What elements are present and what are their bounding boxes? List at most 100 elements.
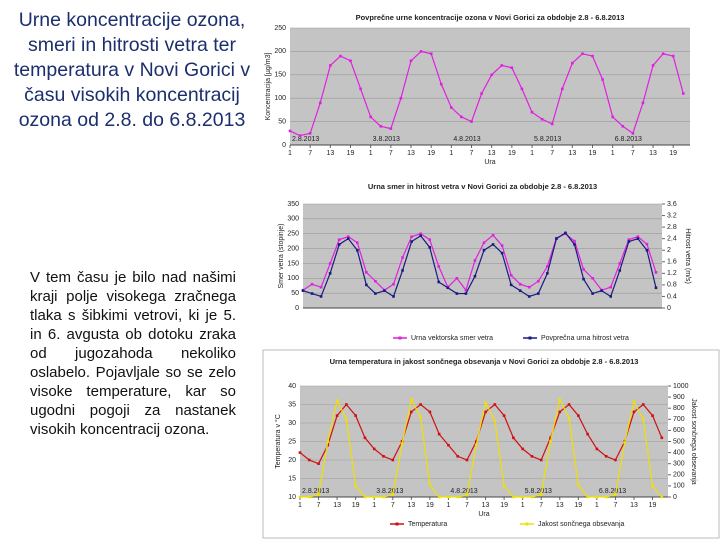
point	[310, 282, 314, 286]
point	[595, 495, 599, 499]
point	[546, 265, 549, 268]
point	[389, 127, 393, 130]
point	[618, 269, 622, 272]
y-tick-label: 150	[274, 72, 286, 79]
x-tick-label: 1	[595, 502, 599, 509]
x-tick-label: 19	[500, 502, 508, 509]
y2-tick-label: 700	[673, 416, 685, 423]
point	[530, 110, 534, 114]
point	[437, 495, 441, 499]
x-tick-label: 13	[488, 150, 496, 157]
slide-title: Urne koncentracije ozona, smeri in hitro…	[13, 9, 251, 131]
x-tick-label: 13	[407, 502, 415, 509]
series-line	[300, 397, 663, 498]
point	[509, 274, 513, 277]
x-tick-label: 1	[449, 150, 453, 157]
point	[558, 398, 562, 401]
point	[326, 443, 330, 447]
point	[329, 64, 332, 67]
point	[582, 268, 585, 271]
y-axis-label: Koncentracija [µg/m3]	[265, 53, 272, 121]
point	[539, 493, 543, 497]
date-label: 5.8.2013	[525, 488, 552, 495]
date-label: 4.8.2013	[453, 136, 480, 143]
y-tick-label: 25	[288, 438, 296, 445]
point	[600, 289, 603, 292]
point	[641, 101, 645, 105]
y-tick-label: 100	[287, 275, 299, 282]
point	[654, 271, 658, 274]
point	[510, 66, 514, 70]
point	[560, 87, 564, 91]
x-tick-label: 19	[508, 150, 516, 157]
plot-area	[290, 28, 690, 145]
y2-tick-label: 3.6	[667, 201, 677, 208]
point	[482, 241, 486, 244]
point	[470, 120, 473, 123]
chart-title: Povprečne urne koncentracije ozona v Nov…	[356, 13, 625, 22]
y-tick-label: 20	[288, 457, 296, 464]
y2-tick-label: 1.2	[667, 270, 677, 277]
point	[288, 129, 292, 133]
x-tick-label: 13	[556, 502, 564, 509]
point	[509, 283, 513, 287]
y-tick-label: 250	[287, 231, 299, 238]
point	[399, 96, 403, 100]
y2-tick-label: 200	[673, 472, 685, 479]
date-label: 4.8.2013	[450, 488, 477, 495]
point	[419, 415, 422, 419]
date-label: 6.8.2013	[615, 136, 642, 143]
point	[591, 292, 594, 295]
point	[641, 403, 645, 406]
y-tick-label: 35	[288, 401, 296, 408]
point	[356, 248, 359, 252]
point	[346, 235, 350, 238]
legend-label: Urna vektorska smer vetra	[411, 335, 493, 342]
slide-body: V tem času je bilo nad našimi kraji polj…	[30, 269, 236, 438]
point	[298, 495, 302, 499]
y-tick-label: 200	[287, 245, 299, 252]
point	[319, 285, 323, 289]
point	[345, 418, 348, 421]
point	[641, 418, 645, 421]
point	[335, 399, 339, 402]
y2-tick-label: 0.4	[667, 293, 677, 300]
point	[555, 237, 558, 240]
point	[614, 458, 617, 462]
point	[632, 410, 636, 414]
point	[631, 132, 635, 135]
point	[573, 239, 576, 243]
point	[660, 495, 664, 499]
x-tick-label: 19	[427, 150, 435, 157]
point	[465, 494, 469, 497]
point	[474, 443, 478, 447]
point	[419, 234, 422, 238]
y2-tick-label: 2.4	[667, 236, 677, 243]
date-label: 6.8.2013	[599, 488, 626, 495]
point	[317, 462, 320, 465]
point	[567, 416, 571, 420]
y-tick-label: 250	[274, 25, 286, 32]
point	[450, 106, 453, 109]
x-axis-label: Ura	[484, 159, 495, 166]
point	[464, 288, 468, 292]
point	[611, 115, 614, 119]
point	[298, 134, 302, 137]
date-label: 2.8.2013	[302, 488, 329, 495]
y2-tick-label: 900	[673, 394, 685, 401]
legend-label: Temperatura	[408, 521, 447, 528]
x-tick-label: 1	[611, 150, 615, 157]
point	[609, 285, 613, 289]
point	[410, 398, 413, 401]
point	[328, 272, 332, 275]
point	[604, 495, 608, 499]
point	[307, 458, 311, 462]
x-tick-label: 13	[630, 502, 638, 509]
point	[301, 289, 305, 292]
point	[546, 272, 549, 275]
point	[645, 248, 649, 252]
x-tick-label: 1	[530, 150, 534, 157]
y2-tick-label: 400	[673, 449, 685, 456]
legend-marker	[525, 522, 529, 526]
point	[437, 265, 441, 268]
